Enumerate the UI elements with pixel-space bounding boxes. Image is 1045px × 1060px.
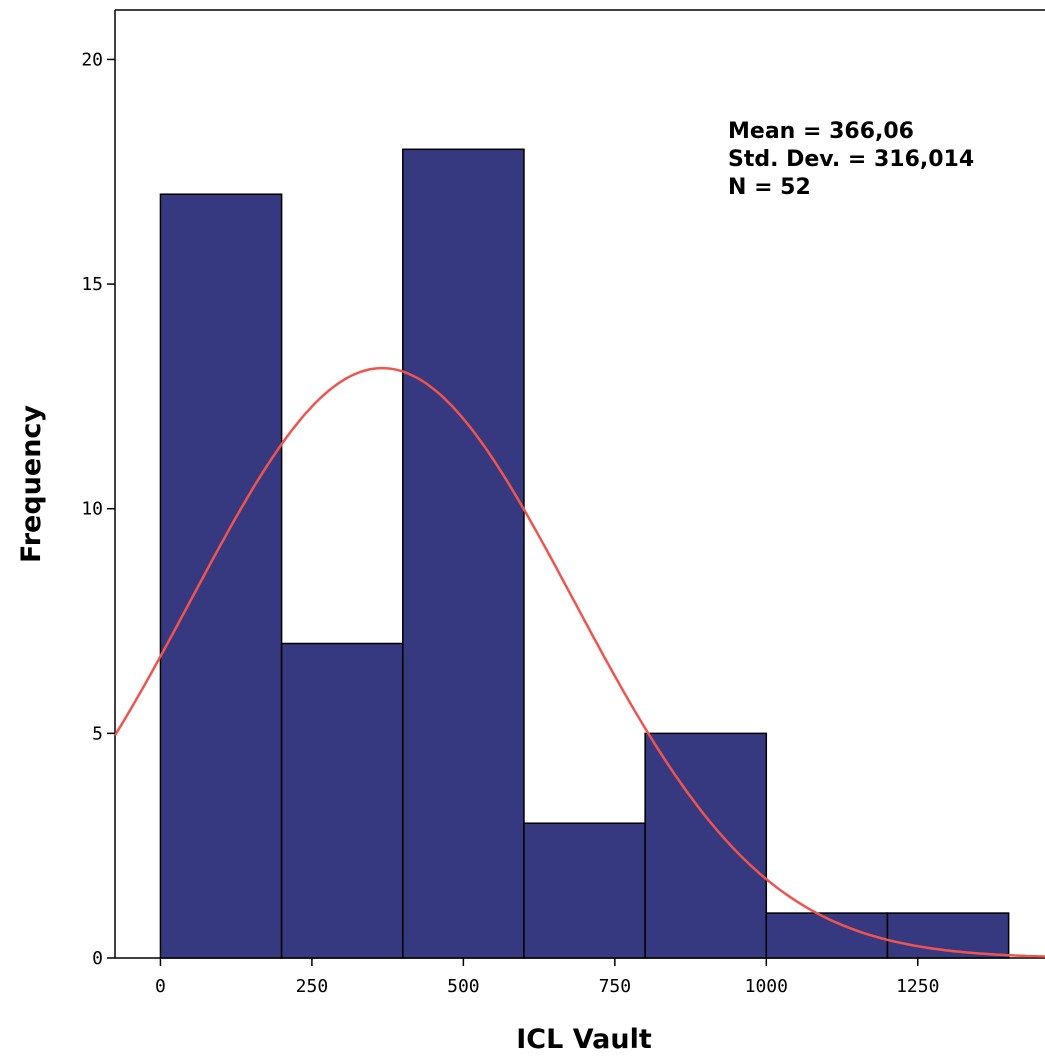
x-tick-label-1: 250	[296, 976, 329, 997]
stat-std-dev: Std. Dev. = 316,014	[728, 147, 974, 172]
y-tick-label-1: 5	[92, 723, 103, 744]
stat-mean: Mean = 366,06	[728, 119, 914, 144]
stat-n: N = 52	[728, 175, 811, 200]
histogram-bar-2	[402, 148, 525, 959]
histogram-bar-4	[644, 732, 768, 959]
x-tick-label-4: 1000	[745, 976, 788, 997]
normal-curve	[113, 366, 1045, 958]
histogram-bars	[159, 148, 1010, 959]
y-tick-label-2: 10	[81, 499, 103, 520]
x-axis-ticks: 0 250 500 750 1000 1250	[155, 958, 939, 997]
histogram-bar-3	[523, 822, 646, 959]
x-tick-label-3: 750	[599, 976, 632, 997]
y-tick-label-0: 0	[92, 948, 103, 969]
x-tick-label-5: 1250	[896, 976, 939, 997]
y-axis-title: Frequency	[16, 405, 47, 563]
histogram-bar-1	[280, 642, 404, 959]
x-axis-title: ICL Vault	[516, 1024, 652, 1055]
summary-statistics: Mean = 366,06 Std. Dev. = 316,014 N = 52	[728, 119, 974, 200]
histogram-bar-5	[765, 912, 889, 959]
x-tick-label-0: 0	[155, 976, 166, 997]
y-axis-ticks: 0 5 10 15 20	[81, 49, 115, 969]
y-tick-label-3: 15	[81, 274, 103, 295]
x-tick-label-2: 500	[447, 976, 480, 997]
y-tick-label-4: 20	[81, 49, 103, 70]
histogram-bar-0	[159, 193, 283, 959]
